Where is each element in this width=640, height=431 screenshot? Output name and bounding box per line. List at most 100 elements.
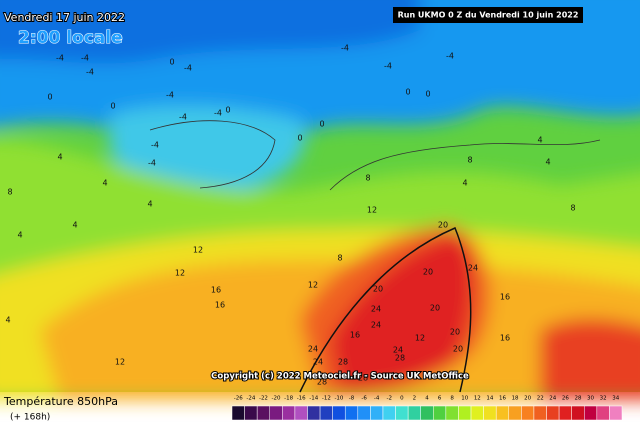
scale-label: 16 — [499, 396, 506, 402]
scale-label: 20 — [524, 396, 531, 402]
isotherm-label: 8 — [337, 254, 342, 263]
isotherm-label: 20 — [430, 304, 440, 313]
isotherm-label: -4 — [151, 141, 159, 150]
scale-swatch — [533, 405, 547, 421]
scale-label: -8 — [349, 396, 355, 402]
isotherm-label: 12 — [193, 246, 203, 255]
isotherm-label: -4 — [148, 159, 156, 168]
isotherm-label: 0 — [297, 134, 302, 143]
isotherm-label: 24 — [371, 305, 381, 314]
isotherm-label: 4 — [462, 179, 467, 188]
isotherm-label: 20 — [373, 285, 383, 294]
scale-swatch — [319, 405, 333, 421]
scale-label: 4 — [425, 396, 429, 402]
map — [0, 0, 640, 400]
scale-swatch — [420, 405, 434, 421]
run-box — [393, 7, 583, 23]
scale-swatch — [508, 405, 522, 421]
scale-label: -16 — [297, 396, 306, 402]
isotherm-label: 20 — [423, 268, 433, 277]
isotherm-label: 0 — [169, 58, 174, 67]
copyright: Copyright (c) 2022 Meteociel.fr - Source… — [211, 372, 469, 382]
scale-label: 32 — [600, 396, 607, 402]
color-scale: -26 -24 -22 -20 -18 -16 -14 -12 -10 -8 -6 -4 -2 0 2 4 6 8… — [231, 396, 623, 421]
isotherm-label: 12 — [367, 206, 377, 215]
isotherm-label: 0 — [319, 120, 324, 129]
scale-swatch — [244, 405, 258, 421]
scale-label: -22 — [259, 396, 268, 402]
isotherm-label: 20 — [450, 328, 460, 337]
scale-label: -12 — [322, 396, 331, 402]
isotherm-label: 4 — [72, 221, 77, 230]
scale-label: -4 — [374, 396, 380, 402]
isotherm-label: 16 — [211, 286, 221, 295]
isotherm-label: 8 — [570, 204, 575, 213]
scale-swatch — [584, 405, 598, 421]
isotherm-label: 0 — [225, 106, 230, 115]
isotherm-label: 24 — [393, 346, 403, 355]
scale-label: 0 — [400, 396, 404, 402]
scale-label: 28 — [574, 396, 581, 402]
isotherm-label: -4 — [166, 91, 174, 100]
isotherm-label: 0 — [110, 102, 115, 111]
scale-swatch — [495, 405, 510, 421]
isotherm-label: 16 — [215, 301, 225, 310]
scale-swatch — [458, 405, 472, 421]
isotherm-label: 28 — [338, 358, 348, 367]
scale-swatch — [370, 405, 384, 421]
scale-swatch — [395, 405, 409, 421]
isotherm-label: 20 — [453, 345, 463, 354]
scale-swatch — [231, 405, 245, 421]
scale-swatch — [521, 405, 535, 421]
title: Vendredi 17 juin 2022 — [4, 11, 125, 24]
scale-label: 26 — [562, 396, 569, 402]
isotherm-label: 8 — [467, 156, 472, 165]
isotherm-label: 24 — [313, 358, 323, 367]
scale-label: 30 — [587, 396, 594, 402]
scale-swatch — [546, 405, 560, 421]
isotherm-label: 0 — [405, 88, 410, 97]
scale-label: 2 — [413, 396, 417, 402]
scale-swatch — [256, 405, 270, 421]
scale-label: 6 — [438, 396, 442, 402]
isotherm-label: 24 — [371, 321, 381, 330]
isotherm-label: 16 — [350, 331, 360, 340]
scale-swatch — [571, 405, 585, 421]
scale-swatch — [609, 405, 623, 421]
scale-label: -26 — [234, 396, 243, 402]
isotherm-label: -4 — [81, 54, 89, 63]
isotherm-labels: -4-4-4-4-4-4-4-4-4-4-4-400 000 00044444444… — [5, 44, 575, 387]
isotherm-label: 4 — [57, 153, 62, 162]
scale-label: 34 — [612, 396, 619, 402]
scale-swatch — [445, 405, 459, 421]
isotherm-label: 4 — [537, 136, 542, 145]
scale-swatch — [407, 405, 421, 421]
isotherm-label: 16 — [500, 334, 510, 343]
scale-label: 10 — [461, 396, 468, 402]
scale-label: 22 — [537, 396, 544, 402]
isotherm-label: 4 — [17, 231, 22, 240]
isotherm-label: 24 — [308, 345, 318, 354]
scale-label: -20 — [272, 396, 281, 402]
isotherm-label: -4 — [214, 109, 222, 118]
isotherm-label: 24 — [468, 264, 478, 273]
scale-swatch — [294, 405, 308, 421]
isotherm-label: 0 — [47, 93, 52, 102]
isotherm-label: -4 — [86, 68, 94, 77]
scale-label: -18 — [284, 396, 293, 402]
scale-swatch — [307, 405, 321, 421]
isotherm-label: -4 — [341, 44, 349, 53]
isotherm-label: -4 — [446, 52, 454, 61]
scale-label: 8 — [450, 396, 454, 402]
scale-swatch — [470, 405, 484, 421]
scale-swatch — [282, 405, 296, 421]
isotherm-label: -4 — [179, 113, 187, 122]
isotherm-label: 28 — [317, 378, 327, 387]
isotherm-label: 28 — [358, 374, 368, 383]
isotherm-label: 4 — [147, 200, 152, 209]
isotherm-label: -4 — [56, 54, 64, 63]
scale-label: -14 — [309, 396, 318, 402]
scale-label: 24 — [549, 396, 556, 402]
scale-swatch — [357, 405, 371, 421]
